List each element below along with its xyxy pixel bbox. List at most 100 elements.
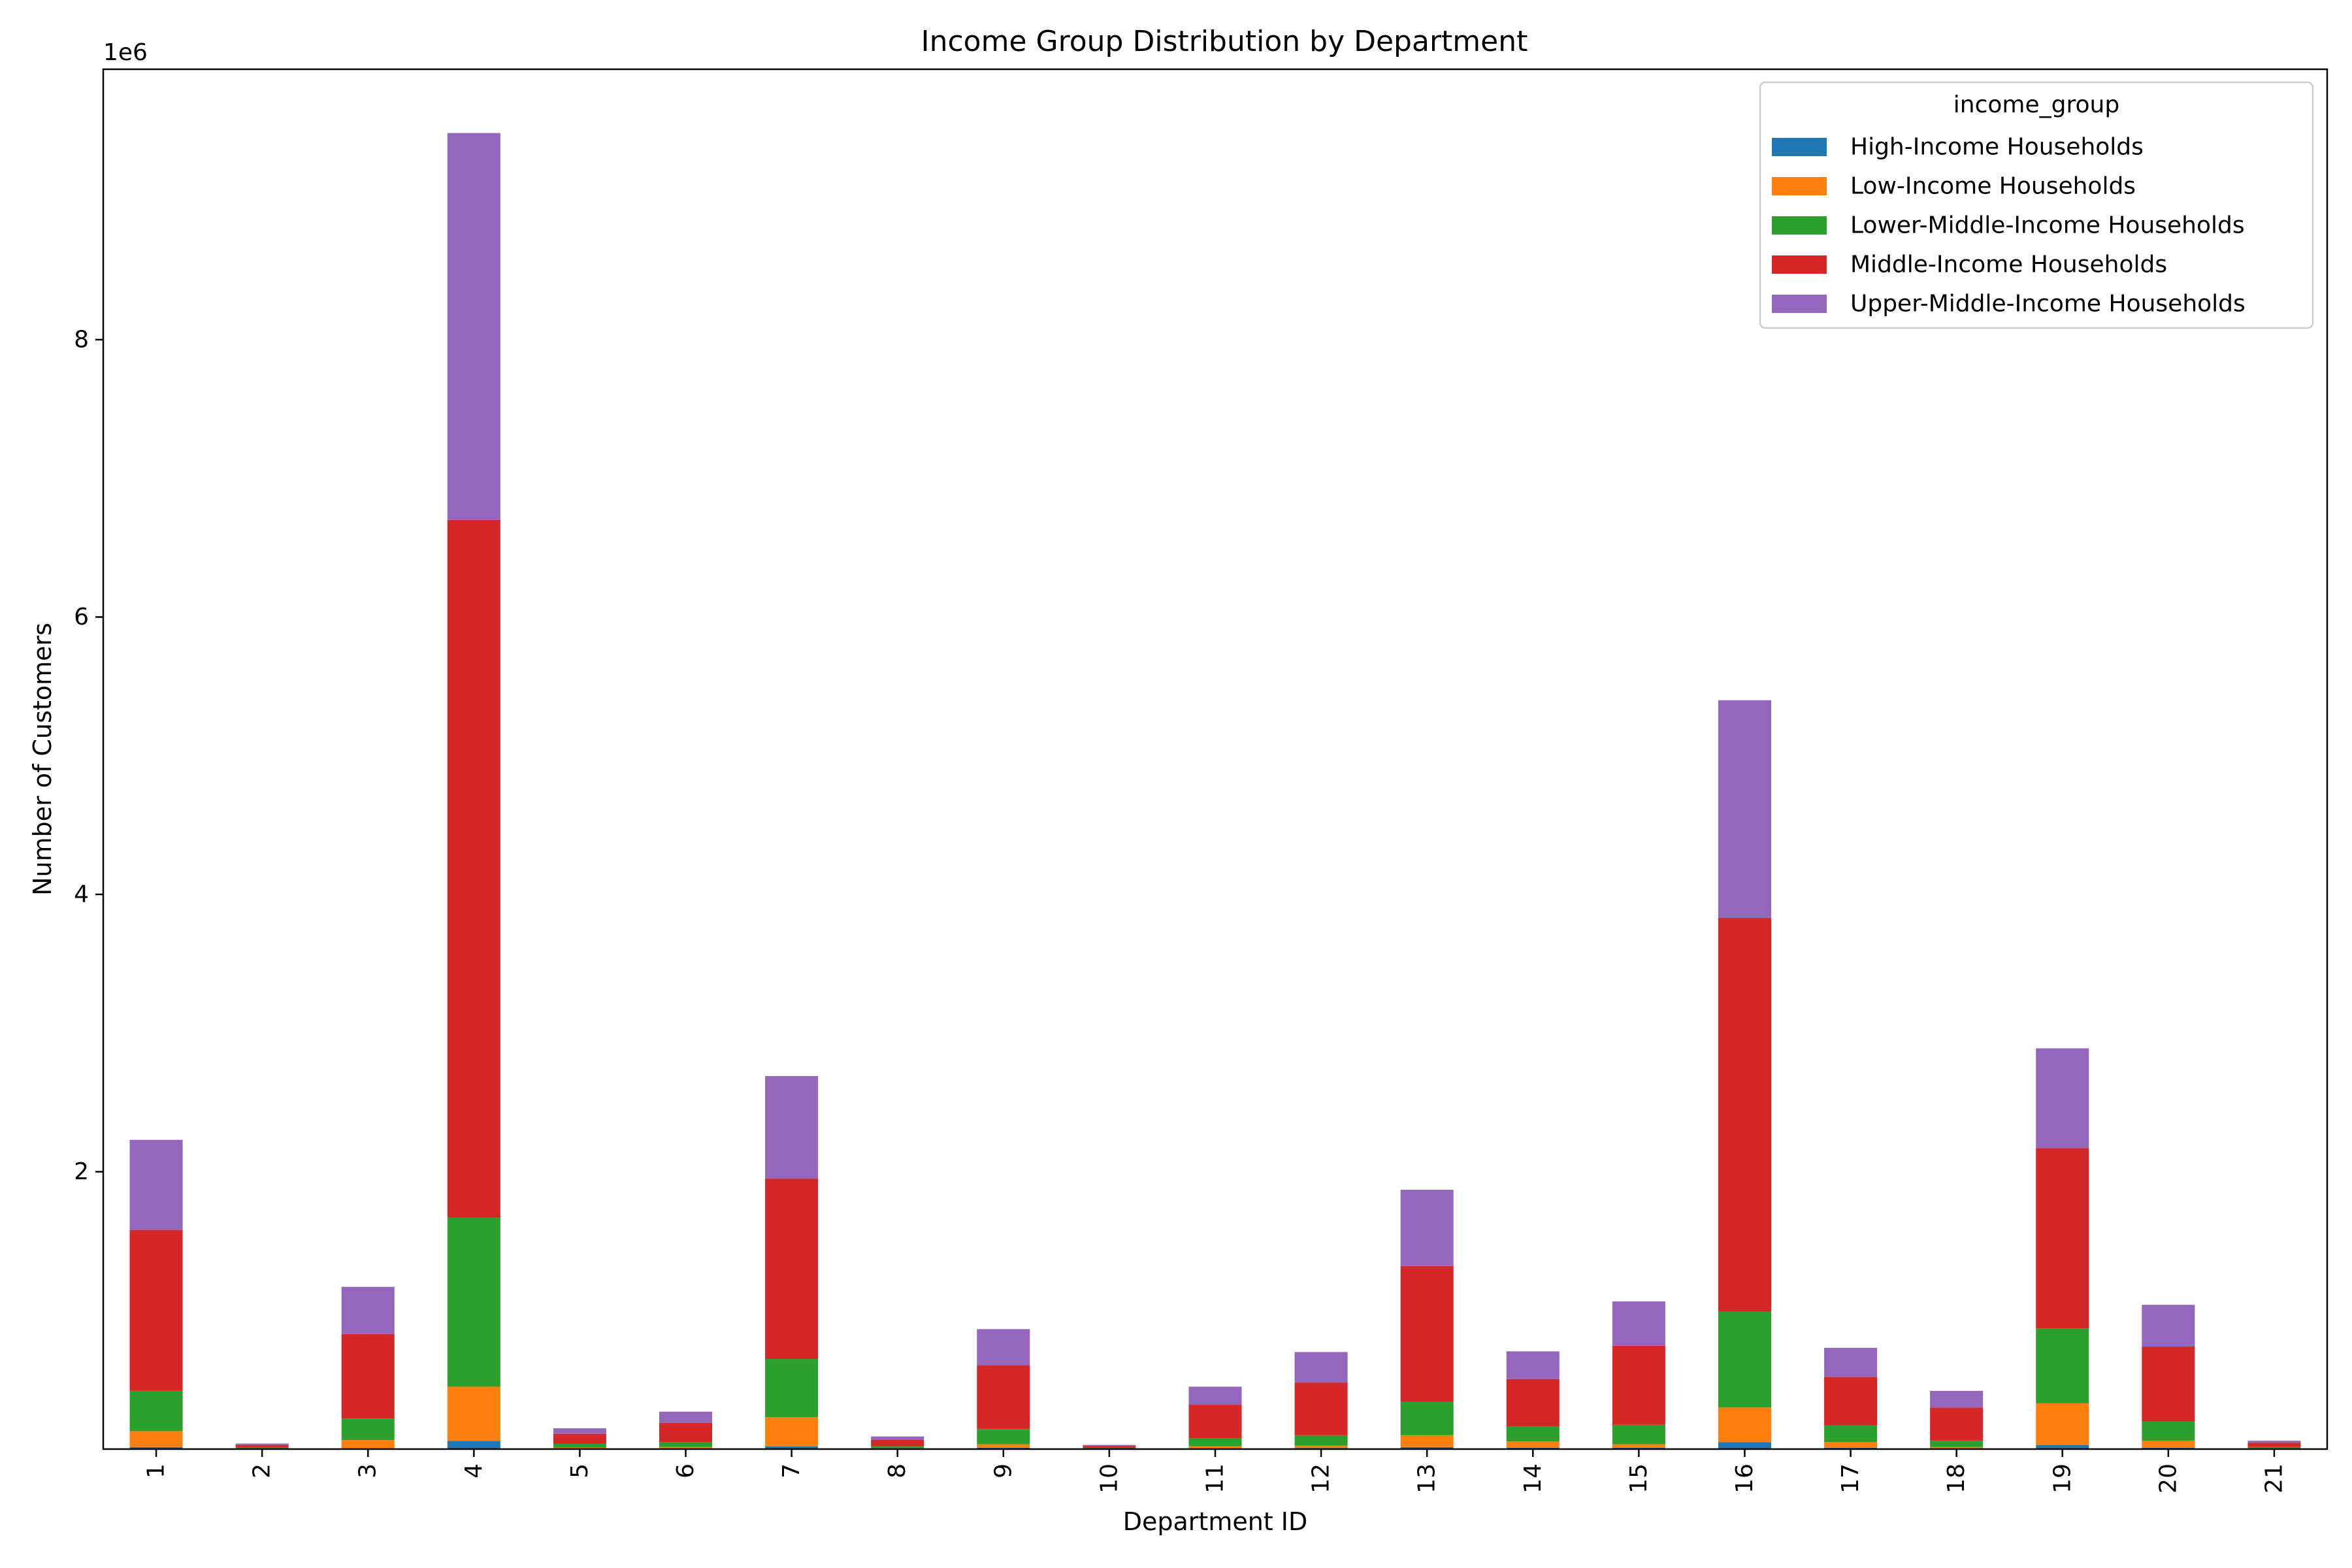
bar-dept-9-series-4 bbox=[977, 1365, 1030, 1429]
bar-dept-5-series-5 bbox=[553, 1428, 606, 1434]
x-tick-label: 18 bbox=[1943, 1463, 1970, 1494]
bar-dept-4-series-3 bbox=[447, 1217, 500, 1387]
legend: income_group High-Income Households Low-I… bbox=[1759, 81, 2314, 329]
bar-dept-10-series-5 bbox=[1083, 1445, 1136, 1446]
bar-dept-9-series-2 bbox=[977, 1444, 1030, 1448]
bar-dept-16-series-3 bbox=[1718, 1311, 1771, 1408]
bar-dept-21-series-4 bbox=[2247, 1443, 2301, 1447]
bar-dept-11-series-5 bbox=[1188, 1386, 1242, 1405]
bar-dept-1-series-4 bbox=[129, 1230, 183, 1391]
plot-frame bbox=[102, 68, 2328, 1450]
bar-dept-17-series-4 bbox=[1824, 1377, 1878, 1426]
chart-title: Income Group Distribution by Department bbox=[921, 25, 1528, 58]
bar-dept-21-series-3 bbox=[2247, 1446, 2301, 1448]
bar-dept-16-series-2 bbox=[1718, 1407, 1771, 1443]
bar-dept-18-series-5 bbox=[1930, 1390, 1984, 1408]
x-tick-label: 21 bbox=[2261, 1463, 2287, 1494]
bar-dept-2-series-4 bbox=[235, 1445, 289, 1448]
bar-dept-9-series-3 bbox=[977, 1429, 1030, 1445]
legend-swatch bbox=[1772, 255, 1827, 274]
bar-dept-4-series-5 bbox=[447, 133, 500, 520]
bar-dept-3-series-3 bbox=[341, 1418, 395, 1441]
bar-dept-19-series-5 bbox=[2036, 1048, 2089, 1149]
bar-dept-15-series-3 bbox=[1612, 1424, 1665, 1445]
bar-dept-5-series-3 bbox=[553, 1443, 606, 1448]
bar-dept-7-series-4 bbox=[765, 1179, 819, 1360]
y-axis-label: Number of Customers bbox=[28, 623, 57, 896]
bar-dept-13-series-1 bbox=[1400, 1446, 1454, 1449]
bar-dept-13-series-3 bbox=[1400, 1401, 1454, 1435]
x-tick-label: 19 bbox=[2049, 1463, 2076, 1494]
legend-swatch bbox=[1772, 295, 1827, 313]
bar-dept-20-series-2 bbox=[2142, 1441, 2195, 1448]
bar-dept-12-series-3 bbox=[1294, 1435, 1348, 1446]
bar-dept-14-series-3 bbox=[1506, 1426, 1560, 1442]
bar-dept-5-series-2 bbox=[553, 1447, 606, 1449]
x-ticks: 1 2 3 4 5 6 7 8 9 10 11 12 13 14 15 16 17 18 19 20 21 bbox=[143, 1449, 2287, 1494]
x-tick-label: 8 bbox=[884, 1463, 911, 1478]
legend-title: income_group bbox=[1953, 91, 2119, 118]
y-ticks: 2 4 6 8 bbox=[74, 326, 103, 1185]
bar-dept-15-series-2 bbox=[1612, 1444, 1665, 1448]
bar-dept-15-series-5 bbox=[1612, 1301, 1665, 1346]
x-axis-label: Department ID bbox=[1123, 1507, 1308, 1536]
legend-label: Middle-Income Households bbox=[1850, 252, 2167, 278]
bar-dept-19-series-1 bbox=[2036, 1445, 2089, 1449]
bar-dept-12-series-2 bbox=[1294, 1445, 1348, 1448]
x-tick-label: 6 bbox=[672, 1463, 699, 1478]
bar-dept-20-series-4 bbox=[2142, 1346, 2195, 1422]
bar-dept-17-series-3 bbox=[1824, 1425, 1878, 1443]
legend-label: Lower-Middle-Income Households bbox=[1850, 212, 2245, 239]
legend-swatch bbox=[1772, 216, 1827, 235]
bar-dept-19-series-4 bbox=[2036, 1148, 2089, 1329]
bar-dept-11-series-2 bbox=[1188, 1446, 1242, 1448]
legend-box bbox=[1759, 81, 2314, 329]
legend-swatch bbox=[1772, 138, 1827, 156]
y-offset-label: 1e6 bbox=[103, 39, 148, 66]
bar-dept-7-series-3 bbox=[765, 1359, 819, 1418]
bar-dept-4-series-1 bbox=[447, 1441, 500, 1449]
bar-dept-3-series-5 bbox=[341, 1286, 395, 1334]
bar-dept-18-series-3 bbox=[1930, 1441, 1984, 1447]
y-tick-label: 8 bbox=[74, 326, 89, 353]
x-tick-label: 7 bbox=[778, 1463, 805, 1478]
bar-dept-6-series-3 bbox=[659, 1442, 713, 1447]
x-tick-label: 15 bbox=[1625, 1463, 1652, 1494]
bar-dept-13-series-4 bbox=[1400, 1266, 1454, 1402]
x-tick-label: 2 bbox=[249, 1463, 276, 1478]
x-tick-label: 4 bbox=[461, 1463, 487, 1478]
bar-dept-4-series-4 bbox=[447, 519, 500, 1218]
bar-dept-20-series-5 bbox=[2142, 1305, 2195, 1347]
x-tick-label: 1 bbox=[143, 1463, 170, 1478]
bar-dept-15-series-4 bbox=[1612, 1345, 1665, 1425]
bar-dept-7-series-5 bbox=[765, 1076, 819, 1179]
bar-dept-1-series-3 bbox=[129, 1390, 183, 1431]
x-tick-label: 17 bbox=[1837, 1463, 1864, 1494]
bar-dept-3-series-2 bbox=[341, 1440, 395, 1448]
bar-dept-13-series-2 bbox=[1400, 1435, 1454, 1447]
bar-dept-2-series-5 bbox=[235, 1443, 289, 1445]
bar-dept-3-series-4 bbox=[341, 1333, 395, 1419]
bar-dept-8-series-5 bbox=[871, 1436, 924, 1440]
bar-dept-6-series-2 bbox=[659, 1446, 713, 1449]
bar-dept-6-series-4 bbox=[659, 1422, 713, 1443]
x-tick-label: 16 bbox=[1731, 1463, 1758, 1494]
x-tick-label: 5 bbox=[566, 1463, 593, 1478]
y-tick-label: 4 bbox=[74, 881, 89, 907]
bar-dept-7-series-2 bbox=[765, 1417, 819, 1446]
x-tick-label: 9 bbox=[990, 1463, 1017, 1478]
bar-dept-1-series-5 bbox=[129, 1139, 183, 1230]
bar-dept-8-series-3 bbox=[871, 1446, 924, 1448]
bar-dept-20-series-3 bbox=[2142, 1421, 2195, 1441]
bar-dept-9-series-5 bbox=[977, 1329, 1030, 1365]
bar-dept-8-series-4 bbox=[871, 1439, 924, 1446]
bar-dept-11-series-3 bbox=[1188, 1438, 1242, 1446]
bar-dept-17-series-5 bbox=[1824, 1348, 1878, 1377]
bars-layer bbox=[129, 133, 2301, 1449]
bar-dept-17-series-2 bbox=[1824, 1442, 1878, 1448]
bar-dept-10-series-4 bbox=[1083, 1446, 1136, 1448]
bar-dept-6-series-5 bbox=[659, 1411, 713, 1423]
bar-dept-1-series-2 bbox=[129, 1431, 183, 1447]
bar-dept-19-series-3 bbox=[2036, 1328, 2089, 1403]
